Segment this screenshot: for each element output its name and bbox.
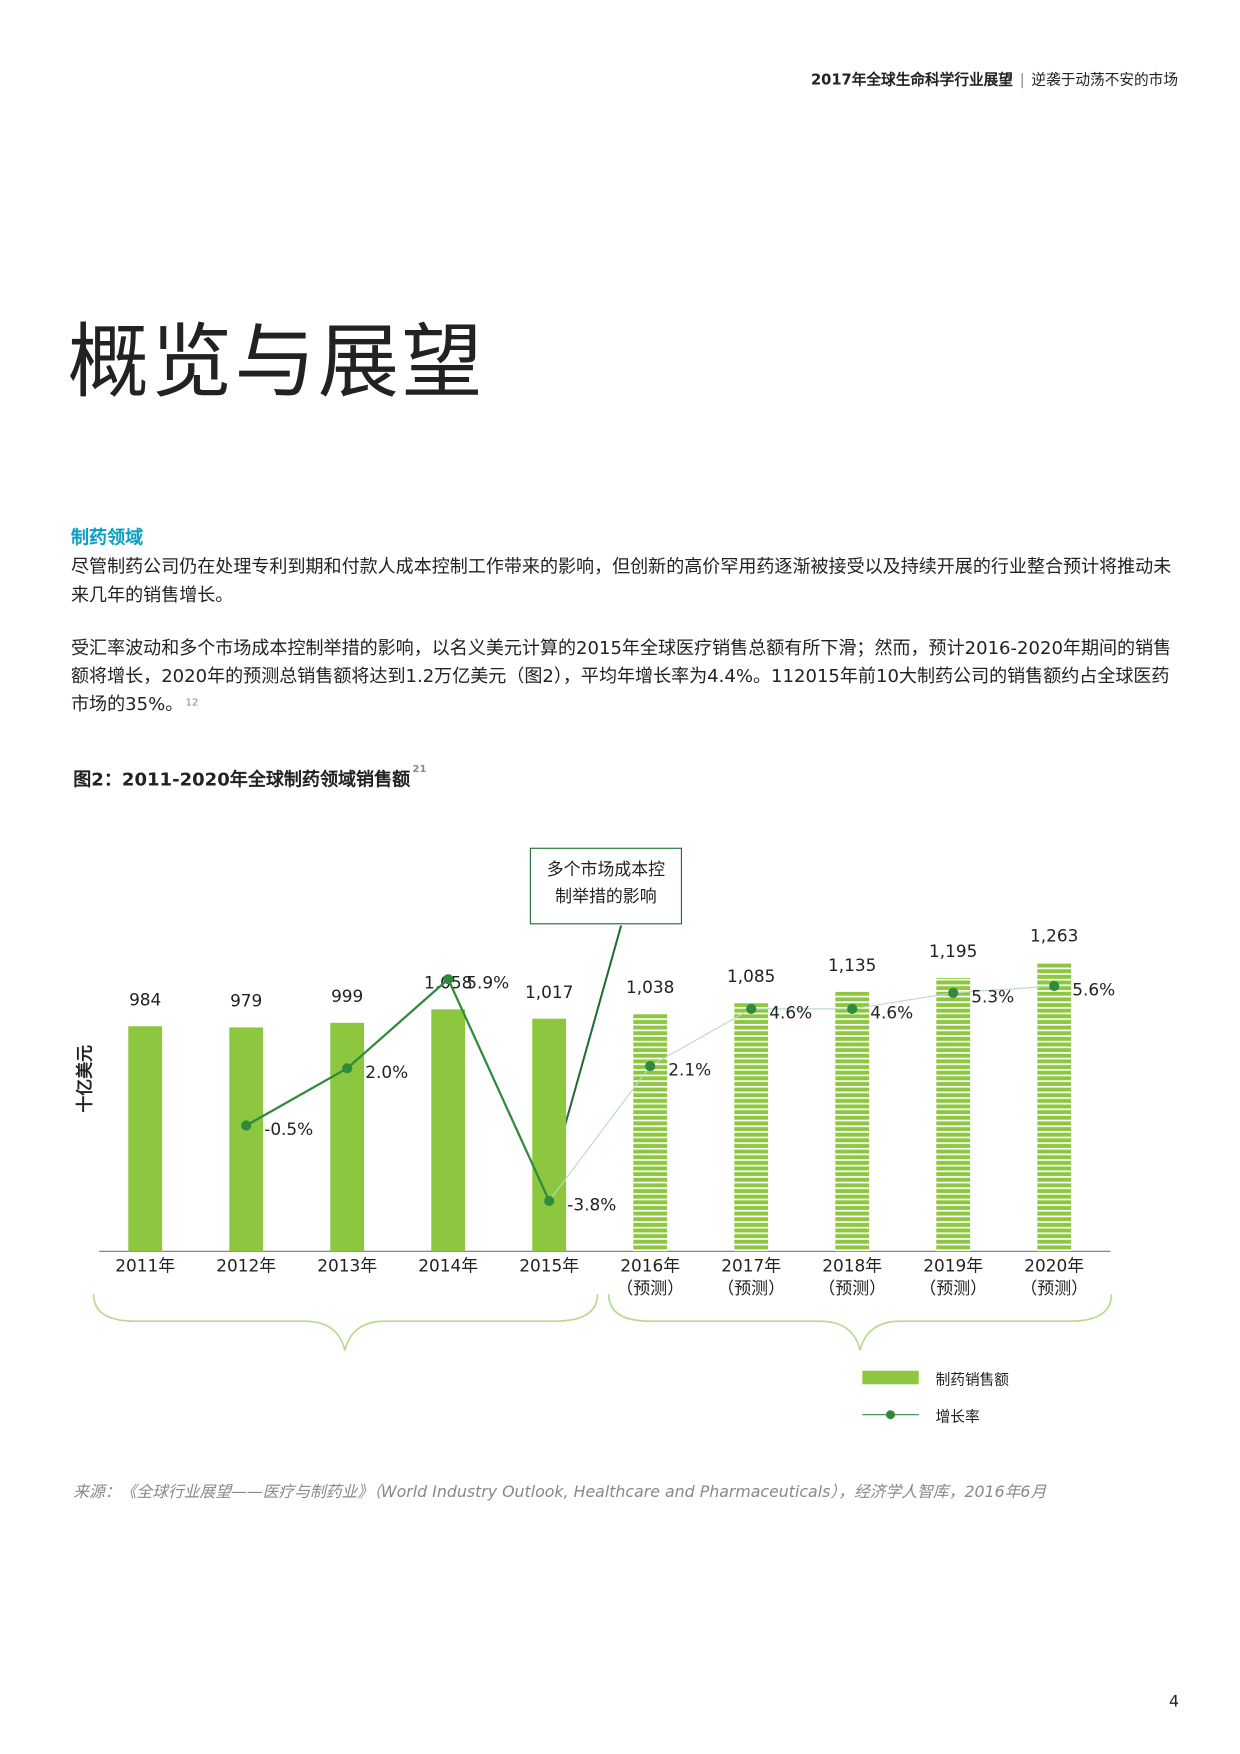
paragraph: 尽管制药公司仍在处理专利到期和付款人成本控制工作带来的影响，但创新的高价罕用药逐…: [71, 552, 1181, 608]
footnote-ref: 21: [412, 764, 427, 776]
bar-value-label: 1,085: [727, 966, 775, 986]
chart-title-text: 图2：2011-2020年全球制药领域销售额: [73, 768, 411, 791]
bar: [835, 991, 870, 1252]
bar-value-label: 1,263: [1030, 926, 1078, 946]
x-tick-label: 2019年 （预测）: [919, 1255, 988, 1299]
bracket: [607, 1294, 1113, 1351]
point-value-label: -3.8%: [567, 1194, 616, 1214]
bar: [936, 978, 971, 1252]
running-header: 2017年全球生命科学行业展望 | 逆袭于动荡不安的市场: [811, 68, 1178, 89]
paragraph-text: 受汇率波动和多个市场成本控制举措的影响，以名义美元计算的2015年全球医疗销售总…: [71, 636, 1172, 715]
footnote-ref: 12: [185, 697, 199, 710]
line-segment: [852, 992, 954, 1010]
x-tick-label: 2018年 （预测）: [818, 1255, 887, 1299]
page-title: 概览与展望: [67, 314, 485, 410]
legend-swatch: [862, 1370, 919, 1385]
line-point: [342, 1063, 353, 1074]
legend-label: 增长率: [935, 1409, 980, 1426]
paragraph-text: 尽管制药公司仍在处理专利到期和付款人成本控制工作带来的影响，但创新的高价罕用药逐…: [71, 555, 1172, 606]
line-point: [544, 1195, 555, 1207]
line-point: [645, 1060, 656, 1072]
line-point: [443, 974, 454, 985]
section: 制药领域 尽管制药公司仍在处理专利到期和付款人成本控制工作带来的影响，但创新的高…: [71, 523, 1181, 743]
paragraph: 受汇率波动和多个市场成本控制举措的影响，以名义美元计算的2015年全球医疗销售总…: [71, 634, 1181, 719]
x-tick-label: 2011年: [115, 1255, 176, 1277]
line-segment: [548, 1065, 651, 1202]
bar-value-label: 1,017: [525, 982, 573, 1002]
legend-label: 制药销售额: [935, 1371, 1009, 1389]
page-number: 4: [1168, 1693, 1180, 1712]
header-title: 2017年全球生命科学行业展望: [810, 72, 1013, 90]
source: 来源：《全球行业展望——医疗与制药业》（World Industry Outlo…: [73, 1483, 1047, 1502]
x-tick-label: 2016年 （预测）: [616, 1255, 685, 1299]
point-value-label: 4.6%: [870, 1002, 913, 1022]
point-value-label: 4.6%: [769, 1002, 812, 1022]
separator: |: [1019, 72, 1025, 90]
point-value-label: 2.0%: [365, 1062, 408, 1082]
bar-value-label: 984: [129, 989, 161, 1009]
y-axis-label: 十亿美元: [75, 1045, 95, 1113]
annotation: 多个市场成本控制举措的影响: [529, 847, 682, 925]
line-segment: [953, 985, 1055, 994]
line-segment: [649, 1008, 752, 1067]
line-point: [746, 1003, 757, 1014]
line-segment: [346, 978, 449, 1070]
legend-swatch: [886, 1410, 896, 1420]
bar: [128, 1026, 163, 1252]
x-tick-label: 2013年: [317, 1255, 378, 1277]
bar: [633, 1013, 668, 1252]
bar-value-label: 979: [230, 990, 262, 1010]
line-point: [948, 987, 959, 998]
line-segment: [245, 1067, 348, 1127]
section-heading: 制药领域: [71, 526, 144, 548]
line-point: [1049, 980, 1060, 992]
point-value-label: 2.1%: [668, 1060, 711, 1080]
line-point: [847, 1003, 858, 1014]
x-tick-label: 2017年 （预测）: [717, 1255, 786, 1299]
point-value-label: 5.3%: [971, 986, 1014, 1006]
bar-value-label: 1,135: [828, 955, 876, 975]
x-tick-label: 2020年 （预测）: [1020, 1255, 1089, 1299]
bar-value-label: 1,195: [929, 941, 977, 961]
bar: [1037, 962, 1072, 1252]
bracket: [92, 1294, 599, 1351]
chart-title: 图2：2011-2020年全球制药领域销售额 21: [73, 764, 426, 791]
bar: [330, 1022, 365, 1252]
point-value-label: 5.6%: [1072, 980, 1115, 1000]
point-value-label: 5.9%: [466, 973, 509, 993]
bar: [229, 1027, 264, 1252]
bar: [734, 1003, 769, 1252]
line-segment: [447, 978, 551, 1202]
point-value-label: -0.5%: [264, 1119, 313, 1139]
bar-value-label: 999: [331, 986, 363, 1006]
bar: [532, 1018, 567, 1252]
x-tick-label: 2015年: [519, 1255, 580, 1277]
line-point: [241, 1120, 252, 1131]
x-tick-label: 2012年: [216, 1255, 277, 1277]
header-subtitle: 逆袭于动荡不安的市场: [1031, 72, 1178, 90]
x-tick-label: 2014年: [418, 1255, 479, 1277]
bar-value-label: 1,038: [626, 977, 674, 997]
bar: [431, 1009, 466, 1252]
